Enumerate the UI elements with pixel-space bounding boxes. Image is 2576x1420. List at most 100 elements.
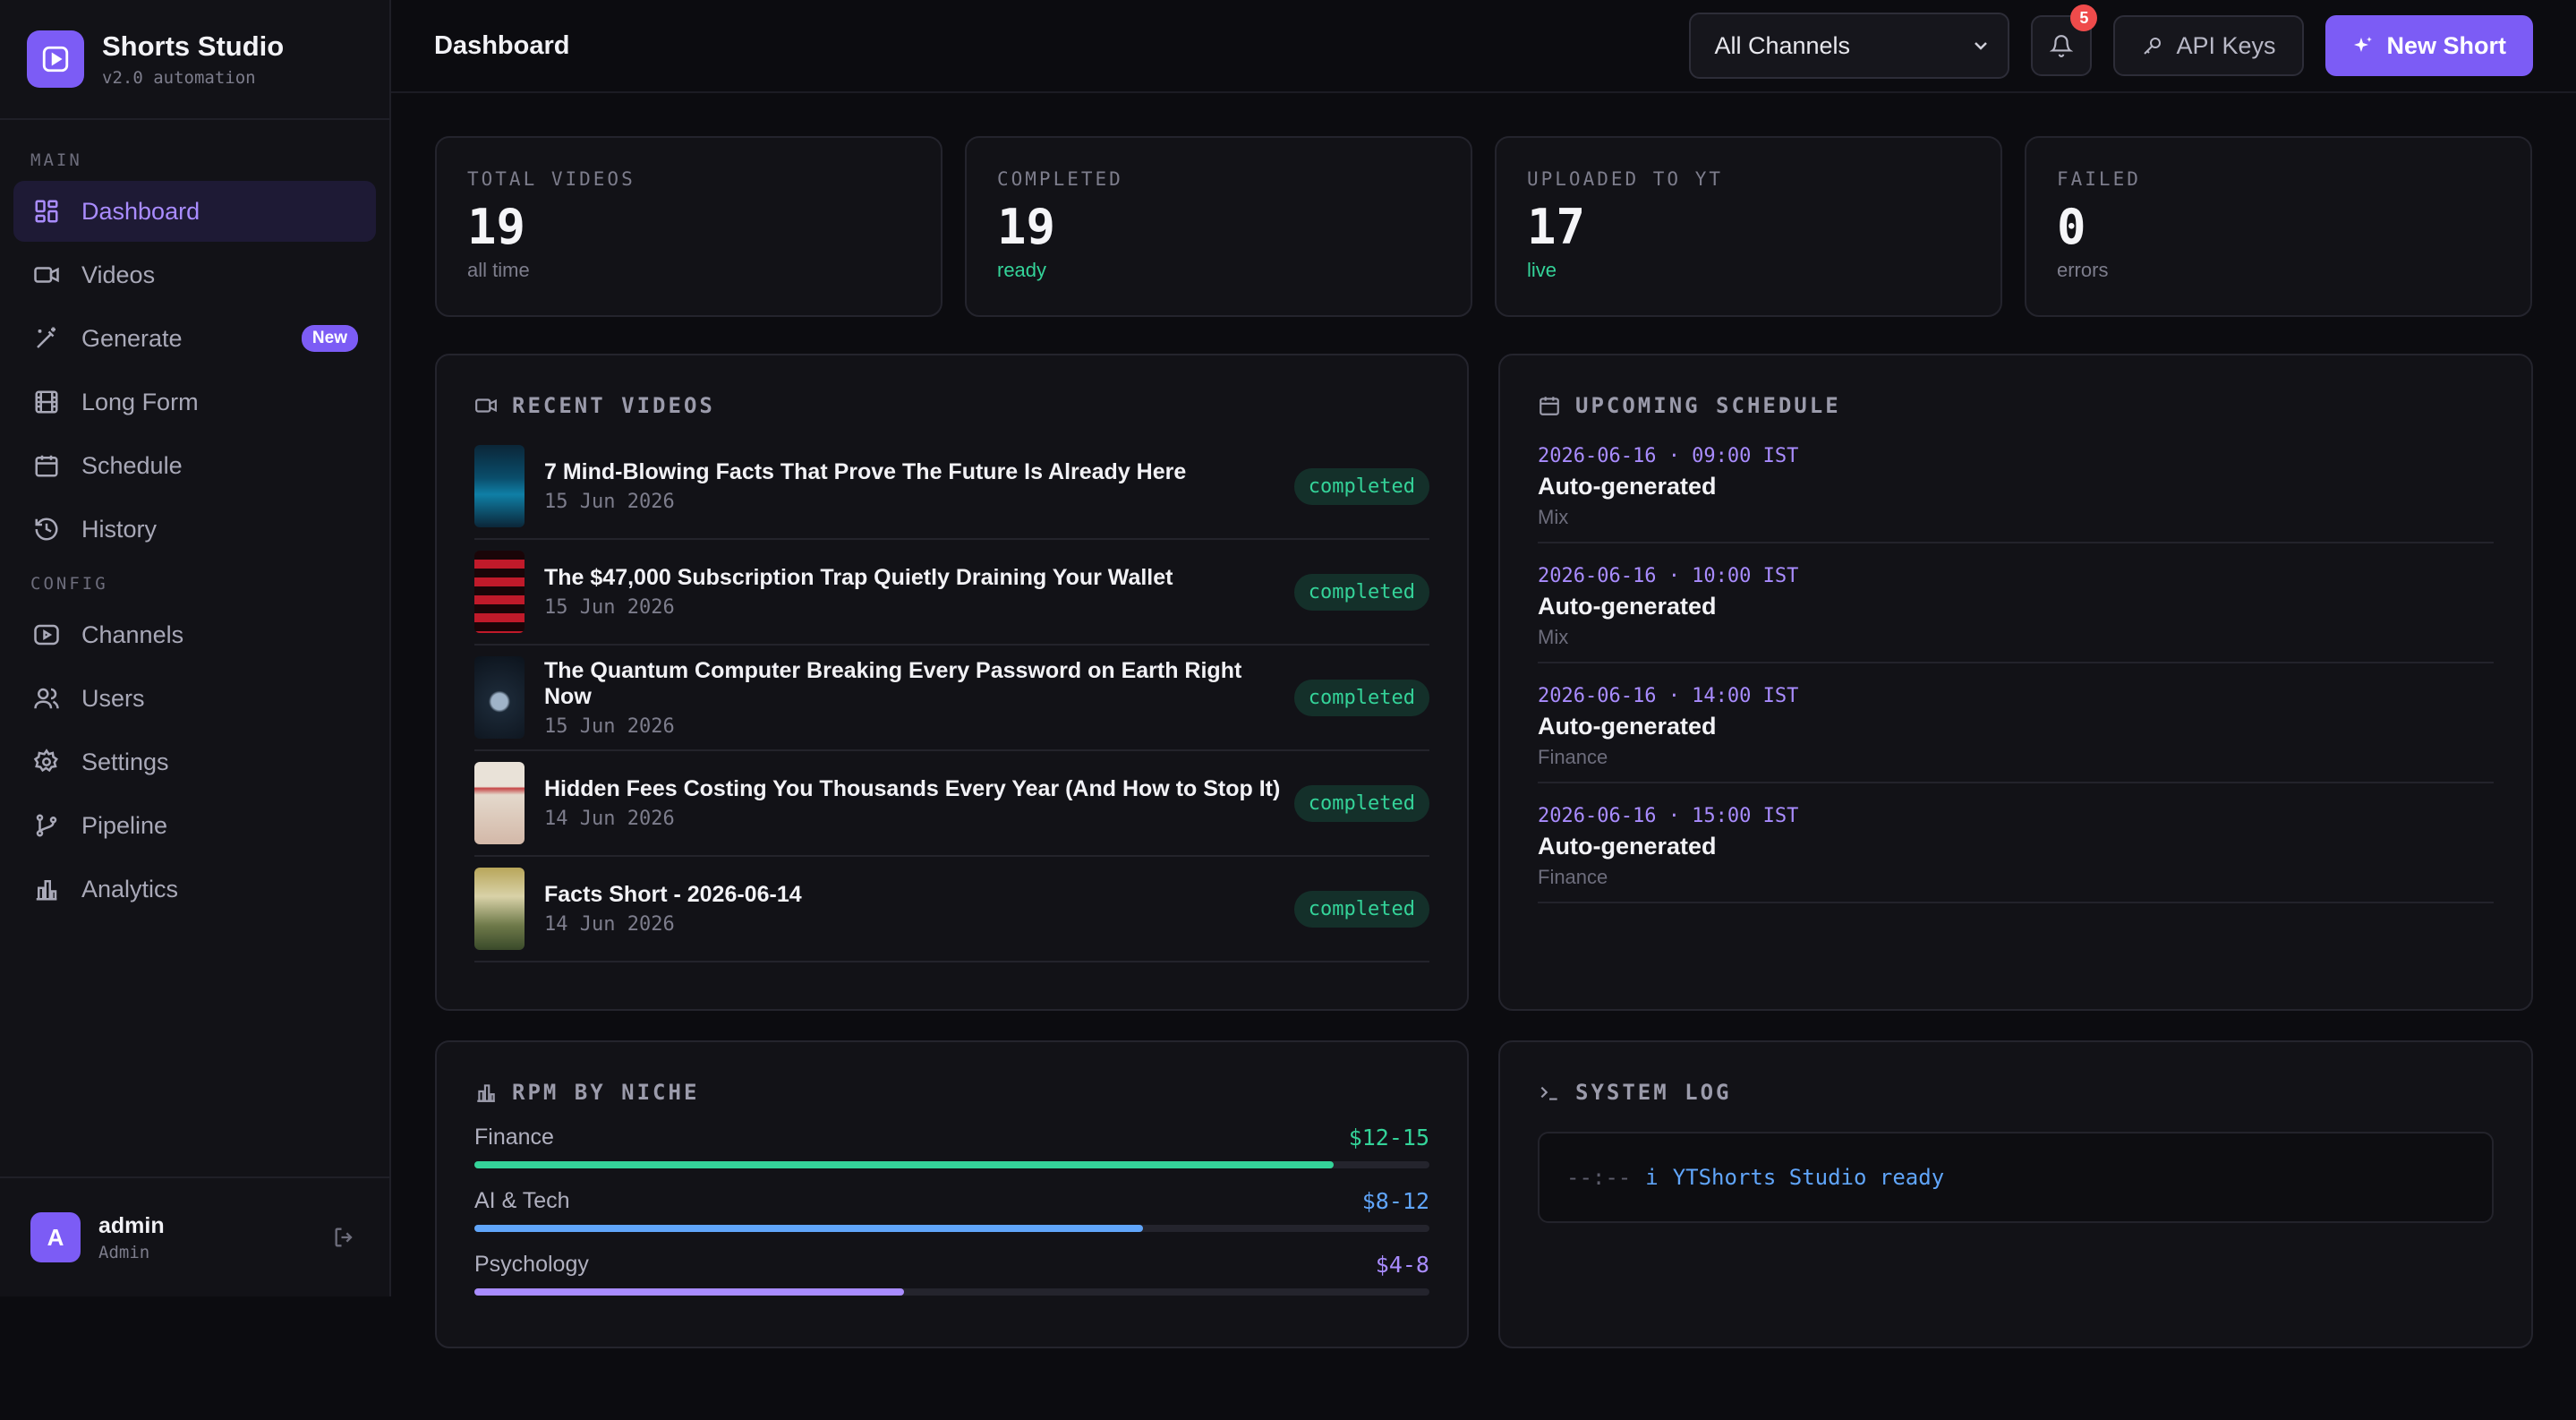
rpm-range: $12-15 [1348, 1125, 1429, 1151]
nav-section-main: MAIN [30, 150, 82, 170]
app-name: Shorts Studio [102, 30, 285, 62]
calendar-icon [35, 455, 58, 477]
chevron-down-icon [1975, 42, 1988, 50]
stat-value: 17 [1527, 199, 1586, 255]
rpm-bar-track [474, 1225, 1429, 1232]
rpm-niche: Psychology [474, 1252, 589, 1277]
user-name: admin [98, 1212, 165, 1238]
sidebar-item-label: History [81, 515, 158, 543]
sidebar-item-schedule[interactable]: Schedule [13, 435, 376, 496]
history-icon [35, 518, 58, 541]
sidebar-item-generate[interactable]: Generate New [13, 308, 376, 369]
sidebar-item-analytics[interactable]: Analytics [13, 859, 376, 920]
schedule-header: UPCOMING SCHEDULE [1538, 393, 2494, 418]
panel-title: RECENT VIDEOS [512, 393, 715, 418]
system-log-panel: SYSTEM LOG --:-- i YTShorts Studio ready [1498, 1040, 2533, 1348]
nav-section-config: CONFIG [30, 574, 108, 594]
schedule-time: 2026-06-16 · 14:00 IST [1538, 685, 1799, 707]
video-thumbnail [474, 656, 525, 739]
status-badge: completed [1293, 679, 1429, 716]
schedule-title: Auto-generated [1538, 473, 1717, 500]
sidebar-item-long-form[interactable]: Long Form [13, 372, 376, 432]
schedule-item[interactable]: 2026-06-16 · 10:00 IST Auto-generated Mi… [1538, 543, 2494, 663]
sidebar-item-label: Users [81, 684, 145, 712]
schedule-item[interactable]: 2026-06-16 · 09:00 IST Auto-generated Mi… [1538, 423, 2494, 543]
magic-wand-icon [37, 327, 55, 348]
sidebar-item-label: Channels [81, 620, 184, 648]
stat-card-uploaded: UPLOADED TO YT 17 live [1495, 136, 2002, 317]
video-thumbnail [474, 762, 525, 844]
schedule-item[interactable]: 2026-06-16 · 14:00 IST Auto-generated Fi… [1538, 663, 2494, 783]
recent-videos-header: RECENT VIDEOS [474, 393, 1429, 418]
sidebar-item-dashboard[interactable]: Dashboard [13, 181, 376, 242]
sidebar-item-channels[interactable]: Channels [13, 604, 376, 665]
video-camera-icon [34, 267, 59, 283]
rpm-list: Finance $12-15 AI & Tech $8-12 Psychology $4-… [474, 1125, 1429, 1296]
sidebar-item-users[interactable]: Users [13, 668, 376, 729]
video-date: 14 Jun 2026 [544, 913, 675, 936]
schedule-item[interactable]: 2026-06-16 · 15:00 IST Auto-generated Fi… [1538, 783, 2494, 903]
channel-select[interactable]: All Channels [1689, 13, 2010, 79]
brand: Shorts Studio v2.0 automation [0, 0, 389, 120]
rpm-panel: RPM BY NICHE Finance $12-15 AI & Tech $8-12… [435, 1040, 1469, 1348]
bar-chart-icon [36, 880, 57, 901]
sparkles-icon [2354, 37, 2373, 52]
rpm-bar-fill [474, 1288, 905, 1296]
rpm-niche: Finance [474, 1125, 554, 1150]
rpm-bar-track [474, 1161, 1429, 1168]
schedule-time: 2026-06-16 · 15:00 IST [1538, 805, 1799, 827]
sidebar-item-pipeline[interactable]: Pipeline [13, 795, 376, 856]
rpm-bar-fill [474, 1225, 1143, 1232]
topbar: Dashboard All Channels 5 API Keys New Sh… [391, 0, 2576, 93]
sidebar-item-label: Schedule [81, 451, 183, 479]
list-item[interactable]: The Quantum Computer Breaking Every Pass… [474, 646, 1429, 751]
stat-label: UPLOADED TO YT [1527, 168, 1724, 190]
sidebar-item-label: Dashboard [81, 197, 200, 225]
log-output: --:-- i YTShorts Studio ready [1538, 1132, 2494, 1223]
sidebar: Shorts Studio v2.0 automation MAIN Dashb… [0, 0, 391, 1296]
notifications-button[interactable]: 5 [2031, 4, 2098, 76]
bar-chart-icon [477, 1084, 495, 1102]
film-icon [35, 390, 58, 414]
users-icon [34, 688, 59, 709]
status-badge: completed [1293, 784, 1429, 822]
api-keys-label: API Keys [2176, 31, 2276, 59]
video-title: Facts Short - 2026-06-14 [544, 882, 802, 907]
log-time: --:-- [1566, 1165, 1632, 1190]
rpm-bar-fill [474, 1161, 1335, 1168]
rpm-niche: AI & Tech [474, 1188, 570, 1213]
sidebar-item-label: Settings [81, 748, 169, 775]
rpm-range: $8-12 [1361, 1188, 1429, 1214]
schedule-title: Auto-generated [1538, 713, 1717, 740]
list-item[interactable]: Facts Short - 2026-06-14 14 Jun 2026 com… [474, 857, 1429, 962]
log-header: SYSTEM LOG [1538, 1080, 2494, 1105]
list-item[interactable]: The $47,000 Subscription Trap Quietly Dr… [474, 540, 1429, 646]
app-logo-icon [27, 30, 84, 88]
schedule-niche: Finance [1538, 746, 1608, 768]
recent-videos-panel: RECENT VIDEOS 7 Mind-Blowing Facts That … [435, 354, 1469, 1011]
new-short-button[interactable]: New Short [2325, 15, 2533, 76]
user-profile: A admin Admin [0, 1176, 389, 1296]
status-badge: completed [1293, 890, 1429, 928]
list-item[interactable]: Hidden Fees Costing You Thousands Every … [474, 751, 1429, 857]
sidebar-item-history[interactable]: History [13, 499, 376, 560]
schedule-title: Auto-generated [1538, 833, 1717, 860]
calendar-icon [1540, 397, 1559, 415]
list-item[interactable]: 7 Mind-Blowing Facts That Prove The Futu… [474, 434, 1429, 540]
status-badge: completed [1293, 467, 1429, 505]
notification-count-badge: 5 [2070, 4, 2098, 31]
rpm-bar-track [474, 1288, 1429, 1296]
stat-value: 19 [467, 199, 526, 255]
sidebar-item-settings[interactable]: Settings [13, 731, 376, 792]
stat-label: FAILED [2057, 168, 2141, 190]
stat-card-completed: COMPLETED 19 ready [965, 136, 1472, 317]
sidebar-item-videos[interactable]: Videos [13, 244, 376, 305]
api-keys-button[interactable]: API Keys [2113, 15, 2305, 76]
channel-select-value: All Channels [1714, 31, 1851, 59]
schedule-niche: Finance [1538, 866, 1608, 888]
logout-icon[interactable] [332, 1225, 357, 1250]
video-date: 15 Jun 2026 [544, 714, 675, 738]
video-thumbnail [474, 868, 525, 950]
video-thumbnail [474, 445, 525, 527]
video-title: 7 Mind-Blowing Facts That Prove The Futu… [544, 459, 1187, 484]
